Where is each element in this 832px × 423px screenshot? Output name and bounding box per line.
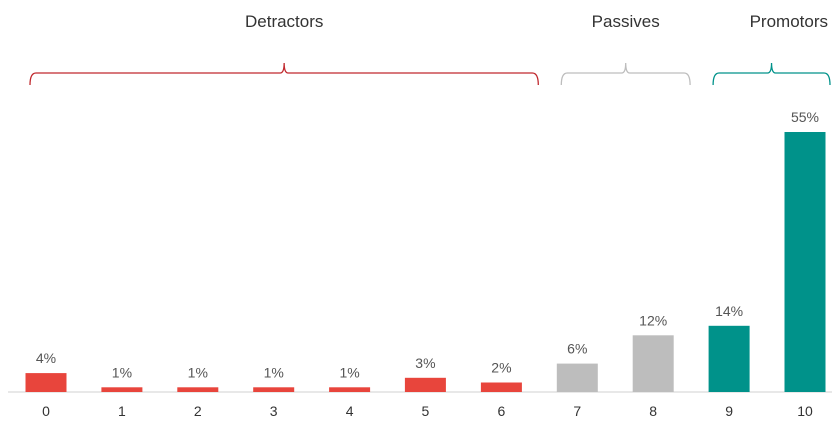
bar-10 — [784, 132, 826, 392]
bar-8 — [632, 335, 674, 392]
x-tick-label-7: 7 — [573, 403, 581, 419]
bar-1 — [101, 387, 143, 392]
x-tick-label-2: 2 — [194, 403, 202, 419]
data-label-0: 4% — [36, 350, 56, 366]
group-label-passives: Passives — [592, 12, 660, 31]
data-label-7: 6% — [567, 341, 587, 357]
data-label-4: 1% — [339, 364, 359, 380]
data-label-10: 55% — [791, 109, 819, 125]
x-tick-label-8: 8 — [649, 403, 657, 419]
bar-3 — [253, 387, 295, 392]
data-label-8: 12% — [639, 312, 667, 328]
bar-7 — [556, 363, 598, 392]
brace-detractors — [29, 62, 539, 86]
brace-passives — [560, 62, 691, 86]
group-label-detractors: Detractors — [245, 12, 323, 31]
x-tick-label-0: 0 — [42, 403, 50, 419]
bar-6 — [480, 382, 522, 392]
data-label-3: 1% — [264, 364, 284, 380]
data-label-5: 3% — [415, 355, 435, 371]
x-tick-label-4: 4 — [346, 403, 354, 419]
data-label-9: 14% — [715, 303, 743, 319]
x-tick-label-6: 6 — [498, 403, 506, 419]
x-tick-label-9: 9 — [725, 403, 733, 419]
brace-promotors — [712, 62, 831, 86]
x-tick-label-10: 10 — [797, 403, 813, 419]
bar-2 — [177, 387, 219, 392]
x-tick-label-1: 1 — [118, 403, 126, 419]
group-label-promotors: Promotors — [750, 12, 828, 31]
data-label-1: 1% — [112, 364, 132, 380]
data-label-6: 2% — [491, 360, 511, 376]
bar-4 — [329, 387, 371, 392]
bar-0 — [25, 373, 67, 392]
x-tick-label-5: 5 — [422, 403, 430, 419]
data-label-2: 1% — [188, 364, 208, 380]
bar-5 — [404, 377, 446, 392]
bar-9 — [708, 325, 750, 392]
x-tick-label-3: 3 — [270, 403, 278, 419]
